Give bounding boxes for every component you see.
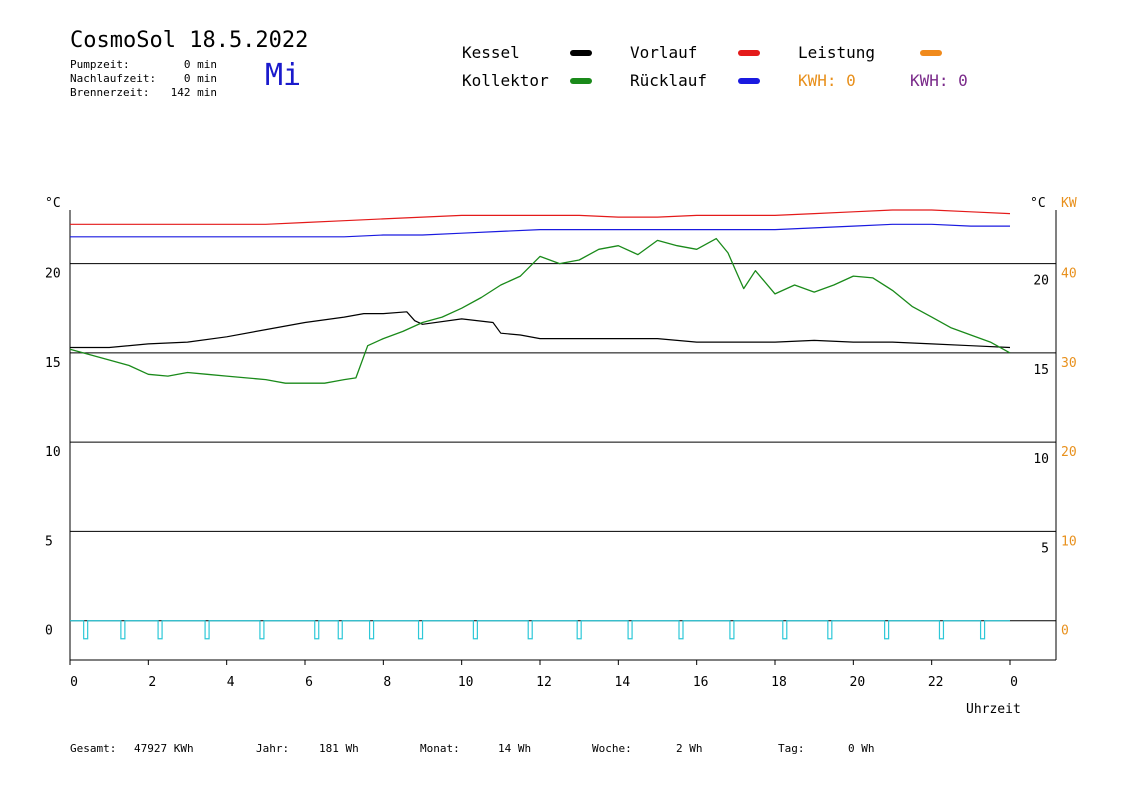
page-title: CosmoSol 18.5.2022	[70, 28, 309, 53]
monat-label: Monat:	[420, 742, 460, 755]
y-tick-label-kw: 10	[1061, 534, 1077, 549]
weekday-label: Mi	[265, 58, 302, 93]
x-tick-label: 14	[615, 675, 631, 690]
kwh-purple-label: KWH: 0	[910, 71, 968, 90]
left-unit-label: °C	[45, 196, 61, 211]
x-tick-label: 4	[227, 675, 235, 690]
brennerzeit-value: 142 min	[170, 86, 217, 99]
right-unit-label: °C	[1030, 196, 1046, 211]
pumpzeit-label: Pumpzeit:	[70, 58, 130, 71]
legend-leistung-swatch	[920, 50, 942, 56]
x-tick-label: 0	[70, 675, 78, 690]
y-tick-label-kw: 30	[1061, 356, 1077, 371]
jahr-value: 181 Wh	[319, 742, 359, 755]
y-tick-label-kw: 40	[1061, 267, 1077, 282]
x-tick-label: 20	[850, 675, 866, 690]
legend-kessel-swatch	[570, 50, 592, 56]
y-tick-label-right: 10	[1033, 452, 1049, 467]
right-kw-unit-label: KW	[1061, 196, 1077, 211]
y-tick-label-left: 0	[45, 624, 53, 639]
series-line-vorlauf	[70, 209, 1011, 225]
legend-ruecklauf-label: Rücklauf	[630, 71, 708, 90]
legend-kollektor-swatch	[570, 78, 592, 84]
y-tick-label-left: 5	[45, 534, 53, 549]
woche-value: 2 Wh	[676, 742, 703, 755]
legend-vorlauf-label: Vorlauf	[630, 43, 698, 62]
y-tick-label-kw: 20	[1061, 445, 1077, 460]
x-tick-label: 6	[305, 675, 313, 690]
series-line-leistung	[70, 620, 1010, 640]
x-tick-label: 16	[693, 675, 709, 690]
legend-leistung-label: Leistung	[798, 43, 876, 62]
y-tick-label-left: 20	[45, 267, 61, 282]
legend-ruecklauf-swatch	[738, 78, 760, 84]
y-tick-label-left: 15	[45, 356, 61, 371]
gesamt-value: 47927 KWh	[134, 742, 194, 755]
series-line-ruecklauf	[70, 223, 1010, 238]
y-tick-label-right: 5	[1041, 541, 1049, 556]
x-tick-label: 18	[771, 675, 787, 690]
series-line-kessel	[70, 311, 1011, 349]
nachlaufzeit-label: Nachlaufzeit:	[70, 72, 157, 85]
x-tick-label: 10	[458, 675, 474, 690]
woche-label: Woche:	[592, 742, 632, 755]
legend-kollektor-label: Kollektor	[462, 71, 549, 90]
kwh-orange-label: KWH: 0	[798, 71, 856, 90]
x-tick-label: 12	[536, 675, 552, 690]
monat-value: 14 Wh	[498, 742, 532, 755]
x-tick-label: 0	[1010, 675, 1018, 690]
y-tick-label-right: 15	[1033, 363, 1049, 378]
x-tick-label: 22	[928, 675, 944, 690]
x-tick-label: 8	[383, 675, 391, 690]
series-line-kollektor	[69, 237, 1011, 384]
y-tick-label-right: 20	[1033, 274, 1049, 289]
jahr-label: Jahr:	[256, 742, 290, 755]
brennerzeit-label: Brennerzeit:	[70, 86, 150, 99]
tag-label: Tag:	[778, 742, 805, 755]
tag-value: 0 Wh	[848, 742, 875, 755]
gesamt-label: Gesamt:	[70, 742, 117, 755]
pumpzeit-value: 0 min	[183, 58, 217, 71]
y-tick-label-left: 10	[45, 445, 61, 460]
legend-vorlauf-swatch	[738, 50, 760, 56]
y-tick-label-kw: 0	[1061, 624, 1069, 639]
nachlaufzeit-value: 0 min	[183, 72, 217, 85]
x-tick-label: 2	[148, 675, 156, 690]
legend-kessel-label: Kessel	[462, 43, 520, 62]
x-axis-title: Uhrzeit	[966, 702, 1021, 717]
